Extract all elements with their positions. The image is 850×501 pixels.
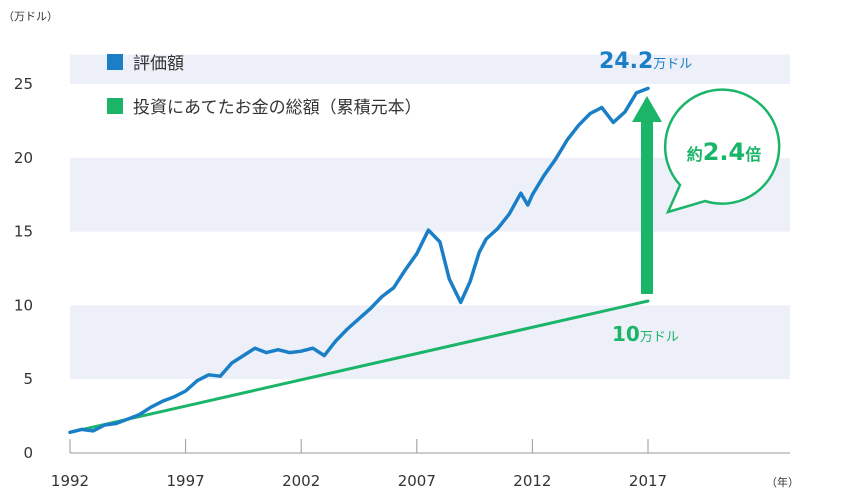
growth-arrow-shaft xyxy=(641,118,653,294)
y-tick-label: 15 xyxy=(14,223,33,241)
x-axis-unit-label: （年） xyxy=(766,475,799,489)
principal-value-label: 10万ドル xyxy=(612,322,679,346)
y-tick-label: 5 xyxy=(23,370,33,388)
x-tick-label: 2007 xyxy=(398,472,436,490)
end-value-label: 24.2万ドル xyxy=(599,49,692,74)
series-line-invested xyxy=(68,299,650,434)
growth-arrow-head xyxy=(632,96,662,122)
x-tick-label: 1997 xyxy=(167,472,205,490)
multiplier-text: 約2.4倍 xyxy=(687,138,762,166)
x-tick-label: 1992 xyxy=(51,472,89,490)
legend-label-invested: 投資にあてたお金の総額（累積元本） xyxy=(133,98,422,118)
x-tick-label: 2002 xyxy=(282,472,320,490)
grid-band xyxy=(70,305,790,380)
series-line-valuation xyxy=(68,86,650,435)
x-tick-label: 2012 xyxy=(513,472,551,490)
grid-band xyxy=(70,54,790,84)
legend: 評価額 投資にあてたお金の総額（累積元本） xyxy=(107,54,422,118)
legend-swatch-invested xyxy=(107,98,123,114)
x-tick-label: 2017 xyxy=(629,472,667,490)
x-axis-ticks: 1992 1997 2002 2007 2012 2017 xyxy=(51,439,667,490)
legend-swatch-valuation xyxy=(107,54,123,70)
y-tick-label: 25 xyxy=(14,75,33,93)
multiplier-callout: 約2.4倍 xyxy=(663,88,781,214)
y-axis-ticks: 0 5 10 15 20 25 xyxy=(14,75,33,462)
y-axis-unit-label: （万ドル） xyxy=(3,10,58,23)
callout-bubble xyxy=(663,88,781,214)
legend-label-valuation: 評価額 xyxy=(133,54,184,74)
y-tick-label: 0 xyxy=(23,444,33,462)
y-tick-label: 10 xyxy=(14,296,33,314)
growth-arrow xyxy=(632,96,662,294)
y-tick-label: 20 xyxy=(14,149,33,167)
